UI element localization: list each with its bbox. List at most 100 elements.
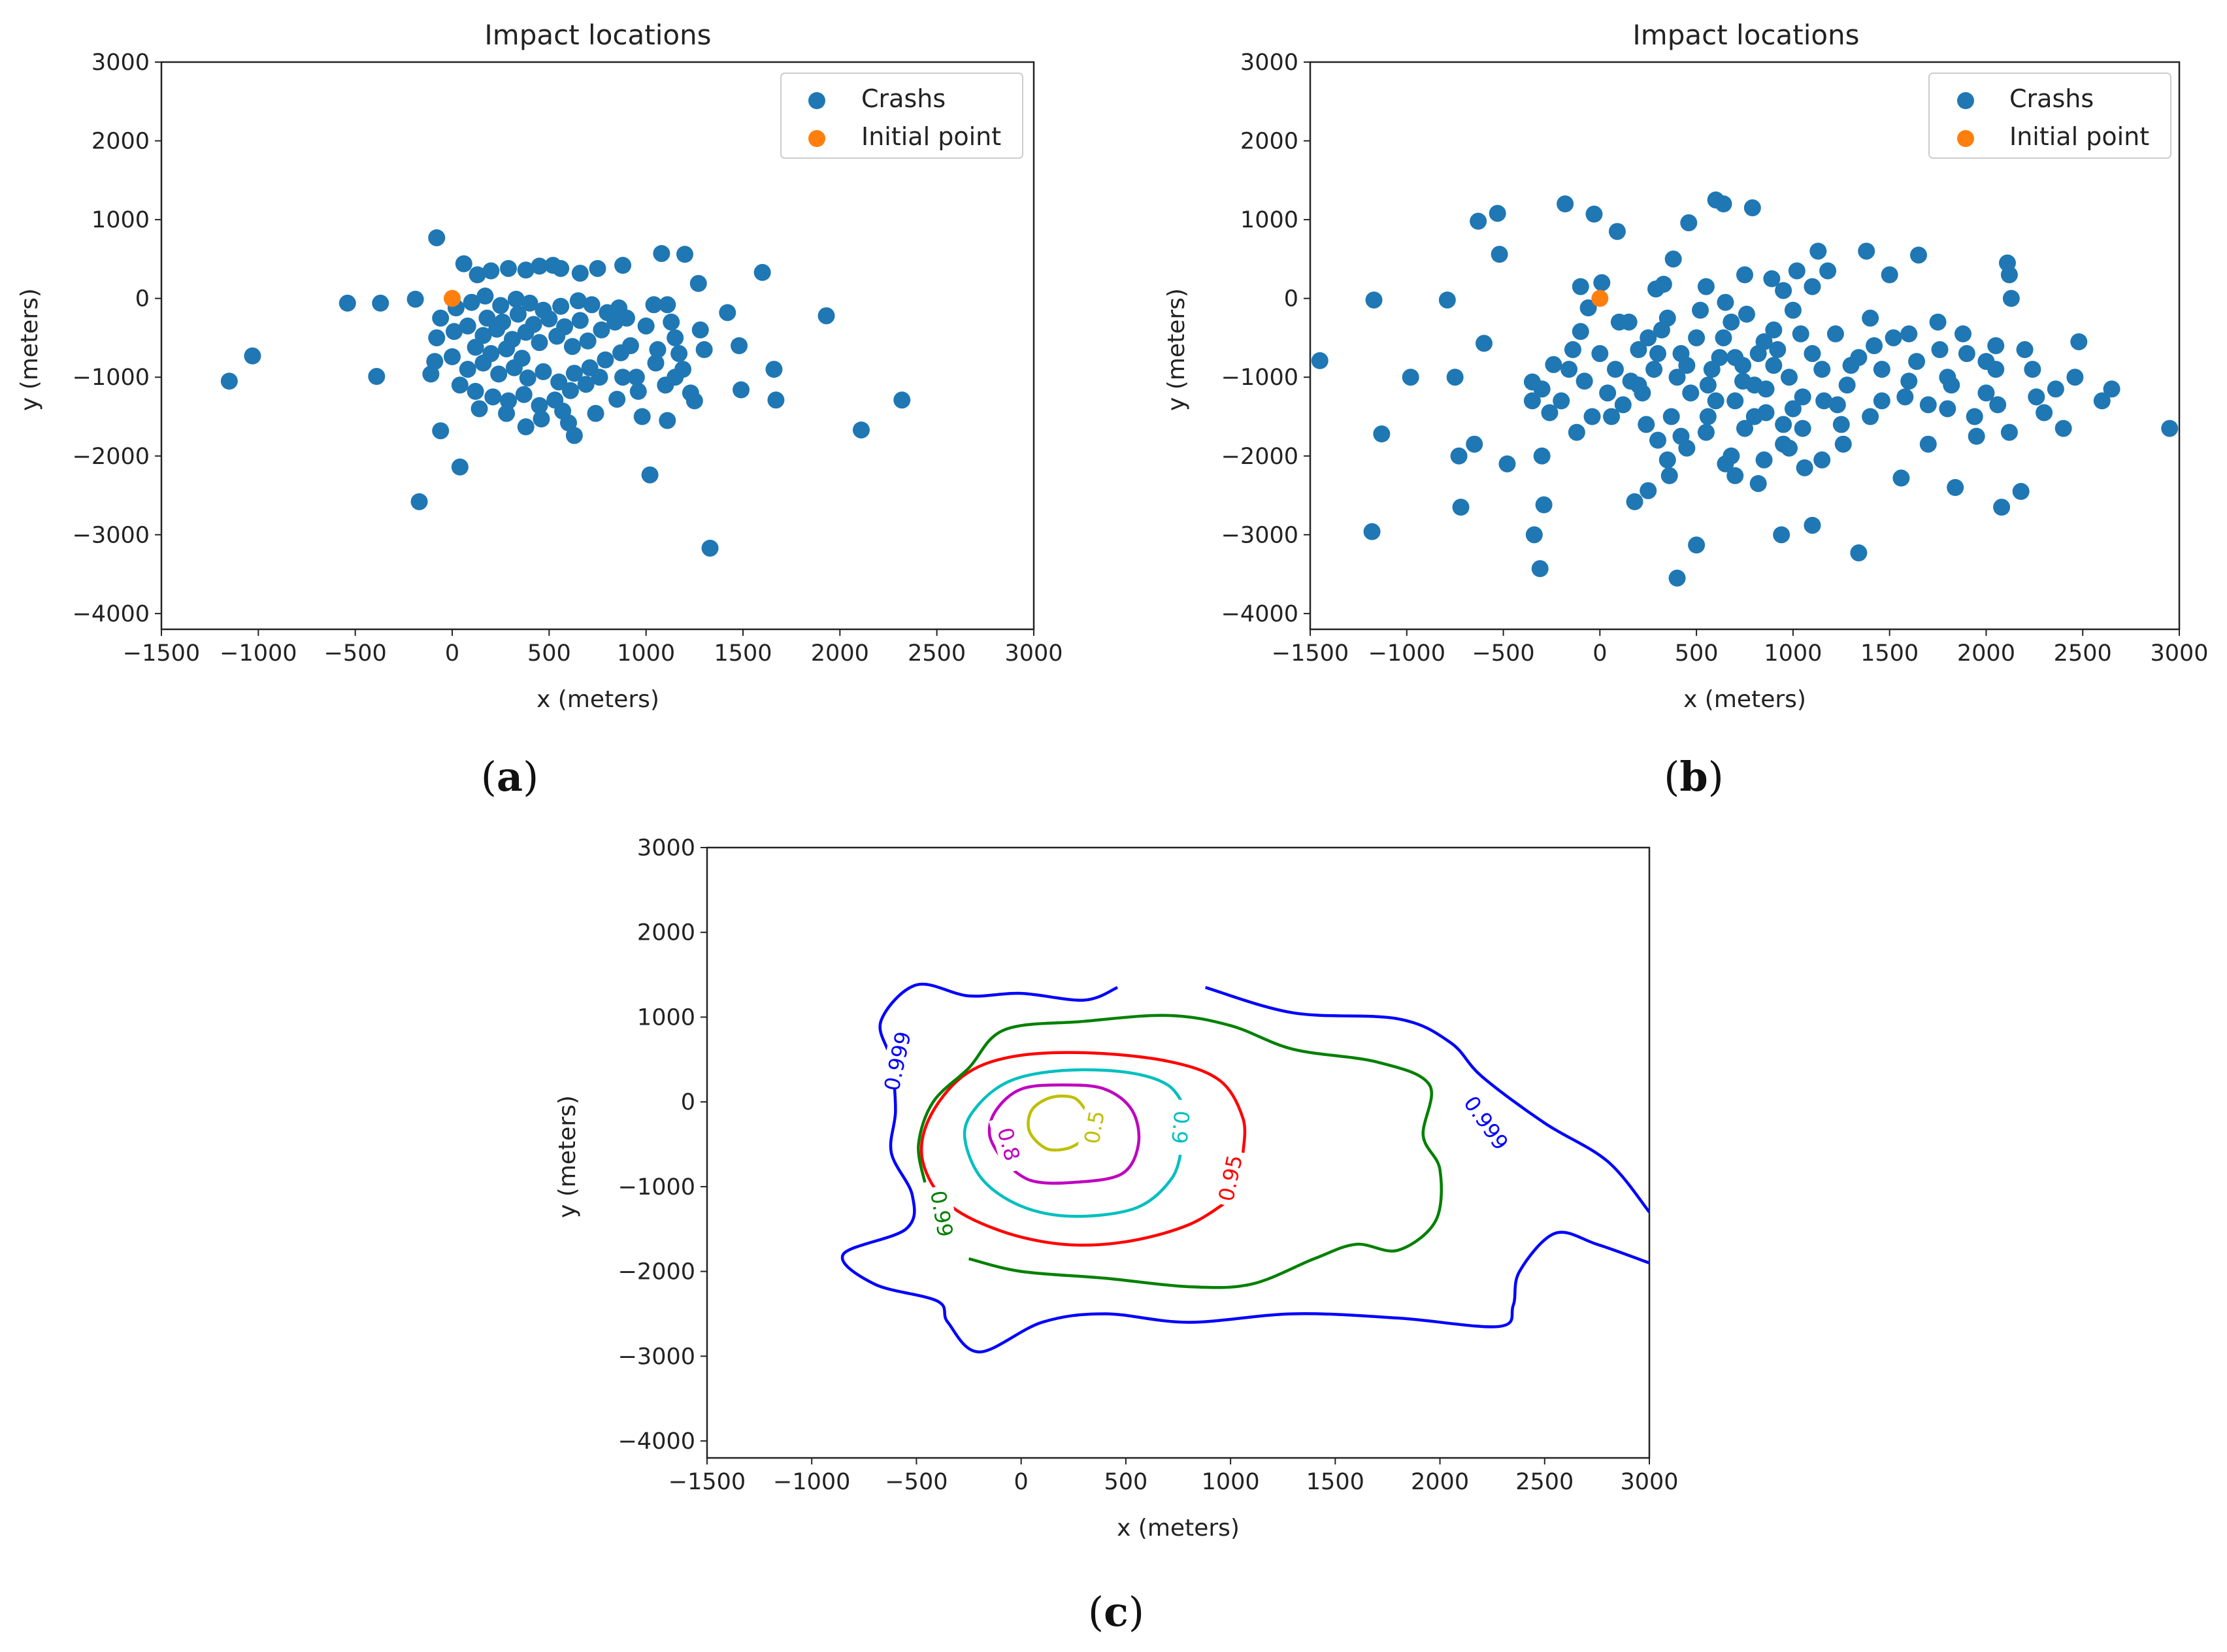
crash-point (614, 257, 632, 274)
crash-point (1630, 376, 1647, 394)
crash-point (1873, 361, 1890, 378)
crash-point (1699, 376, 1717, 394)
crash-point (1668, 569, 1686, 587)
crash-point (1557, 195, 1574, 212)
crash-point (1717, 293, 1734, 311)
crash-point (1658, 451, 1676, 469)
crash-point (492, 297, 510, 314)
crash-point (535, 363, 552, 380)
crash-point (1832, 416, 1850, 433)
crash-point (1804, 278, 1821, 295)
crash-point (1373, 425, 1391, 443)
crash-point (1466, 435, 1483, 453)
svg-text:(b): (b) (1664, 753, 1724, 801)
crash-point (406, 290, 424, 308)
panel-a-x-tick-label: 1500 (714, 640, 772, 667)
panel-b-plot-frame (1309, 61, 2181, 631)
crash-point (428, 229, 446, 246)
caption-c: (c) (1088, 1588, 1144, 1636)
crash-point (1977, 384, 1995, 402)
crash-point (1606, 361, 1624, 378)
crash-point (1438, 291, 1456, 309)
crash-point (1715, 329, 1732, 346)
crash-point (583, 296, 601, 314)
crash-point (1896, 388, 1914, 406)
crash-point (1498, 455, 1516, 472)
crash-point (1765, 357, 1783, 374)
crash-point (1626, 493, 1643, 510)
caption-a: (a) (481, 753, 539, 801)
crash-point (1745, 408, 1763, 425)
panel-a-x-tick-label: 500 (527, 640, 571, 667)
crash-point (1402, 369, 1419, 386)
crash-point (1531, 560, 1549, 578)
crash-point (531, 257, 548, 275)
crash-point (1603, 408, 1621, 425)
crash-point (1649, 345, 1666, 363)
crash-point (2024, 361, 2041, 378)
crash-point (1763, 270, 1781, 288)
crash-point (1640, 482, 1657, 499)
contour-line-0-8 (987, 1083, 1141, 1185)
crash-point (1658, 309, 1676, 327)
panel-a-x-tick-label: −1500 (123, 640, 200, 667)
crash-point (1668, 369, 1686, 386)
panel-c: −1500 −1000 −500 0 500 1000 1500 2000 2500 3000 −4… (554, 835, 1679, 1542)
crash-point (482, 345, 500, 363)
crash-point (1476, 335, 1493, 352)
crash-point (2161, 420, 2179, 437)
panel-c-y-tick-label: 0 (681, 1089, 695, 1115)
crash-point (1892, 469, 1910, 487)
crash-point (1998, 254, 2016, 272)
crash-point (1470, 212, 1487, 230)
crash-point (731, 337, 748, 354)
contour-line-0-5 (1027, 1095, 1087, 1152)
panel-c-y-tick-label: −1000 (618, 1174, 695, 1200)
crash-point (1660, 467, 1678, 484)
crash-point (1541, 404, 1559, 421)
legend-crashs-marker (1957, 92, 1974, 109)
crash-point (1363, 523, 1381, 540)
legend-initial-point-label: Initial point (861, 122, 1001, 151)
crash-point (1452, 499, 1470, 516)
crash-point (498, 340, 516, 357)
contour-line-0-99 (917, 1014, 1443, 1289)
panel-b-x-axis-label: x (meters) (1683, 686, 1806, 713)
panel-c-x-tick-label: 0 (1014, 1469, 1029, 1495)
crash-point (621, 337, 639, 354)
crash-point (633, 408, 651, 425)
crash-point (659, 296, 676, 314)
svg-text:(c): (c) (1088, 1588, 1144, 1636)
crash-point (1954, 325, 1971, 342)
crash-point (1688, 537, 1706, 554)
crash-point (2047, 380, 2064, 398)
crash-point (552, 259, 570, 277)
crash-point (1755, 333, 1773, 350)
panel-a-x-tick-label: −1000 (220, 640, 297, 667)
crash-point (410, 493, 428, 510)
crash-point (469, 266, 486, 284)
crash-point (1908, 353, 1926, 371)
crash-point (1873, 392, 1890, 410)
crash-point (1743, 199, 1761, 217)
panel-b-x-tick-label: 2500 (2054, 640, 2112, 667)
panel-a-y-tick-label: −1000 (73, 365, 150, 391)
crash-point (587, 405, 604, 422)
crash-point (494, 313, 512, 331)
svg-text:(a): (a) (481, 753, 539, 801)
initial-point (444, 289, 461, 307)
panel-b-legend: Crashs Initial point (1928, 73, 2171, 159)
panel-a-x-tick-label: 0 (445, 640, 459, 667)
crash-point (1850, 349, 1868, 367)
panel-a-y-tick-label: 3000 (91, 50, 150, 76)
crash-point (1545, 355, 1562, 373)
crash-point (451, 458, 469, 476)
crash-point (1858, 242, 1875, 260)
panel-b-x-tick-label: 1000 (1764, 640, 1822, 667)
crash-point (1828, 396, 1846, 414)
crash-point (1815, 392, 1833, 410)
crash-point (1813, 451, 1831, 469)
panel-a-y-tick-label: −3000 (73, 522, 150, 548)
crash-point (2000, 423, 2018, 441)
crash-point (1450, 447, 1468, 465)
